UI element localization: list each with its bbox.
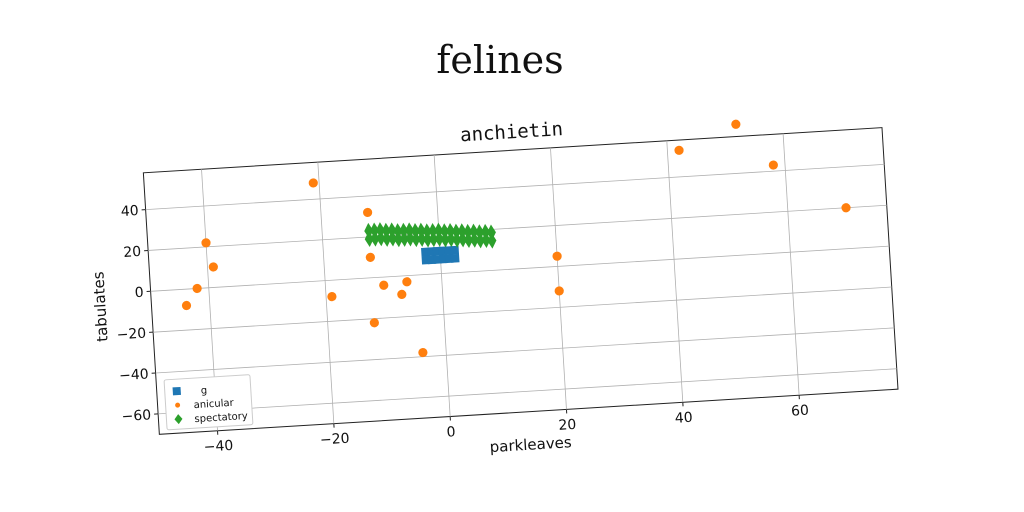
x-tick-label: 60	[791, 403, 810, 420]
grid	[145, 133, 897, 431]
point-spectatory	[469, 231, 479, 248]
point-anicular	[397, 289, 407, 300]
legend-marker-anicular	[175, 402, 181, 408]
point-spectatory	[364, 230, 374, 247]
point-spectatory	[434, 230, 444, 247]
point-spectatory	[411, 231, 421, 248]
point-g	[450, 245, 460, 255]
chart-title: anchietin	[460, 118, 564, 146]
y-tick-label: −40	[119, 366, 149, 384]
legend-marker-g	[172, 386, 181, 396]
legend-label-g: g	[200, 385, 207, 396]
y-gridline	[153, 286, 892, 333]
x-tick-label: −20	[320, 431, 350, 449]
point-spectatory	[481, 232, 491, 249]
y-axis-label: tabulates	[89, 271, 111, 343]
point-spectatory	[446, 231, 456, 248]
point-anicular	[674, 145, 684, 155]
y-gridline	[158, 368, 897, 415]
point-spectatory	[423, 231, 433, 248]
point-anicular	[201, 238, 211, 248]
y-gridline	[150, 245, 890, 292]
x-gridline	[782, 133, 800, 396]
plot-area	[142, 127, 899, 435]
x-tick-label: 40	[674, 410, 693, 427]
point-anicular	[192, 283, 202, 294]
point-anicular	[369, 318, 379, 328]
point-spectatory	[452, 231, 462, 248]
point-spectatory	[370, 230, 380, 247]
x-gridline	[433, 155, 451, 417]
legend-label-anicular: anicular	[193, 398, 235, 411]
x-tick-label: −40	[203, 438, 233, 456]
point-spectatory	[405, 230, 415, 247]
point-anicular	[379, 280, 389, 290]
axis-ticks: −40 −20 0 20 40 60 −60 −40 −20 0 20 40	[116, 203, 810, 456]
x-tick-label: 20	[558, 417, 577, 434]
point-anicular	[365, 252, 375, 262]
point-anicular	[731, 119, 741, 129]
point-anicular	[841, 203, 851, 213]
point-anicular	[418, 347, 428, 358]
point-anicular	[363, 207, 373, 218]
point-anicular	[327, 292, 337, 302]
y-tick-label: 20	[123, 244, 142, 261]
point-spectatory	[475, 232, 485, 249]
series-anicular	[181, 119, 851, 358]
x-axis-label: parkleaves	[489, 433, 572, 456]
point-spectatory	[458, 231, 468, 248]
x-gridline	[666, 140, 684, 403]
legend-label-spectatory: spectatory	[194, 411, 248, 425]
y-tick-label: −60	[121, 407, 151, 425]
point-anicular	[402, 277, 412, 287]
point-g	[450, 253, 460, 263]
legend-box	[163, 374, 254, 431]
point-spectatory	[388, 230, 398, 247]
y-tick-label: −20	[116, 326, 146, 344]
legend-marker-spectatory	[174, 414, 183, 425]
point-spectatory	[440, 231, 450, 248]
x-tick-label: 0	[446, 424, 456, 441]
figure-suptitle: felines	[436, 38, 564, 82]
point-spectatory	[417, 230, 427, 247]
point-anicular	[308, 178, 318, 188]
point-spectatory	[399, 230, 409, 247]
x-gridline	[317, 162, 335, 424]
point-anicular	[552, 251, 562, 261]
y-tick-label: 40	[120, 203, 139, 220]
point-spectatory	[428, 231, 438, 248]
x-gridline	[550, 147, 567, 410]
point-spectatory	[464, 232, 474, 249]
point-anicular	[181, 300, 192, 311]
legend: g anicular spectatory	[163, 374, 254, 431]
y-tick-label: 0	[134, 285, 144, 302]
y-gridline	[145, 164, 885, 210]
point-anicular	[554, 286, 564, 296]
point-anicular	[768, 160, 778, 170]
data-points	[181, 119, 851, 358]
series-g	[421, 245, 460, 265]
y-gridline	[148, 204, 887, 251]
point-anicular	[208, 262, 218, 272]
point-spectatory	[376, 230, 386, 247]
point-spectatory	[393, 231, 403, 248]
point-spectatory	[487, 232, 497, 249]
series-spectatory	[364, 222, 497, 249]
point-spectatory	[382, 230, 392, 247]
y-gridline	[155, 327, 895, 374]
